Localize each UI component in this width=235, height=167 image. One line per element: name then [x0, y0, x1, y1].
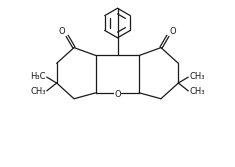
Text: O: O — [169, 27, 176, 36]
Text: CH₃: CH₃ — [189, 72, 205, 81]
Text: H₃C: H₃C — [30, 72, 46, 81]
Text: CH₃: CH₃ — [189, 87, 205, 96]
Text: CH₃: CH₃ — [30, 87, 46, 96]
Text: O: O — [114, 90, 121, 99]
Text: O: O — [59, 27, 66, 36]
